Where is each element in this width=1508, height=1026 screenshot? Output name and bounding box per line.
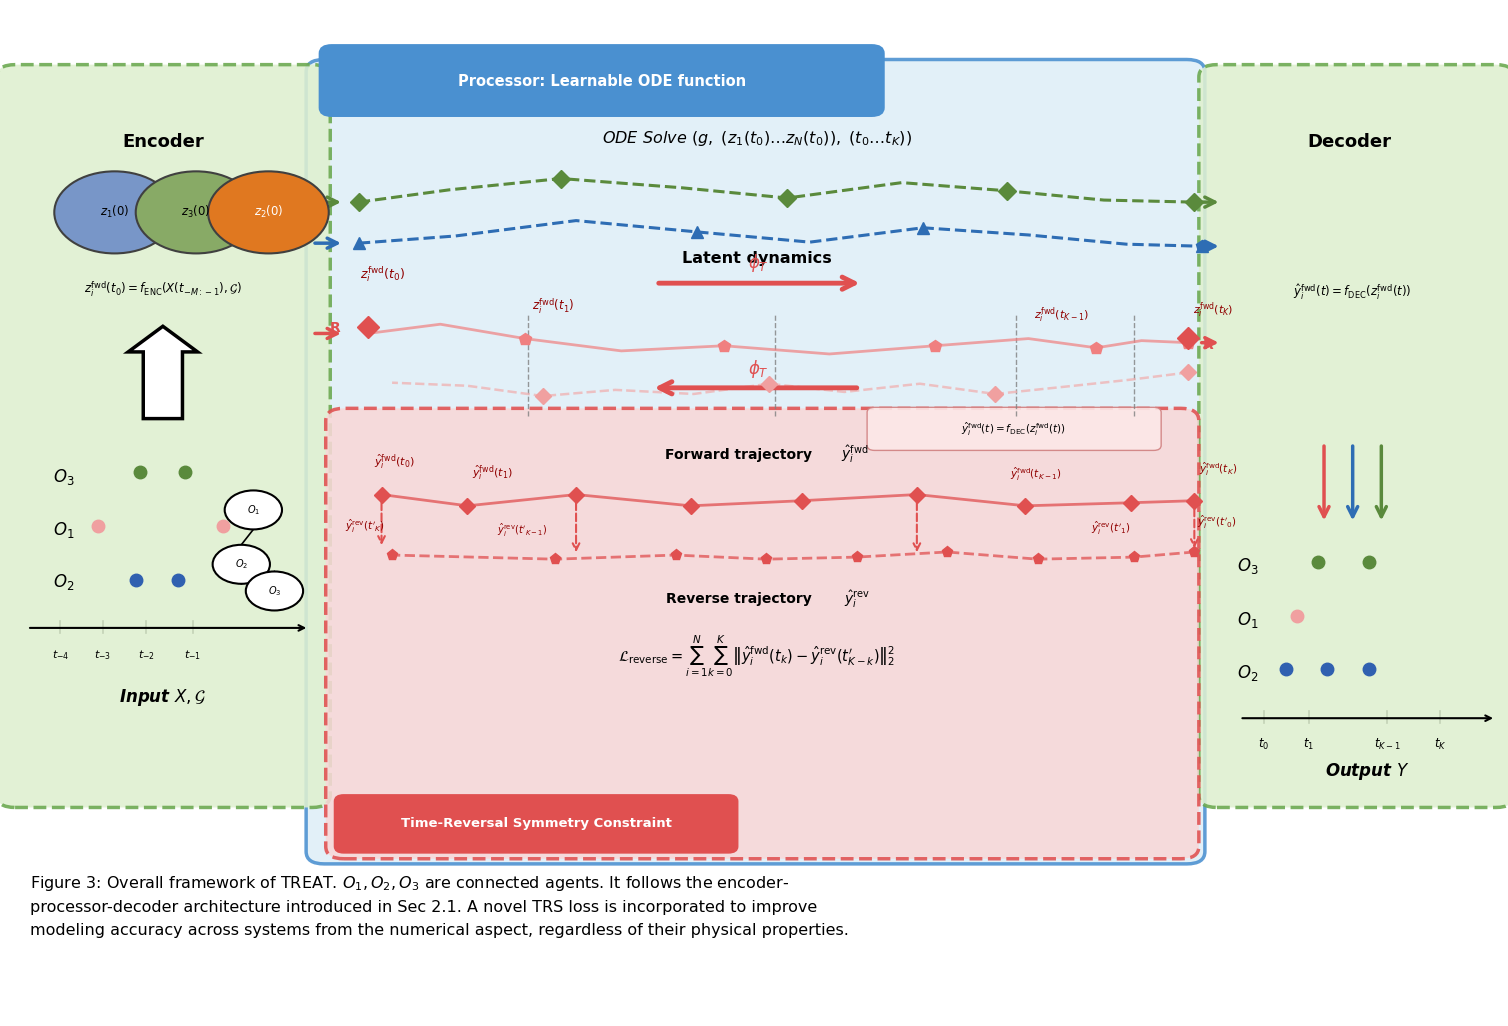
Text: $O_2$: $O_2$ — [235, 557, 247, 571]
Text: Figure 3: Overall framework of TREAT. $O_1, O_2, O_3$ are connected agents. It f: Figure 3: Overall framework of TREAT. $O… — [30, 874, 849, 938]
Circle shape — [225, 490, 282, 529]
Text: $\hat{y}_i^{\mathrm{fwd}}(t_0)$: $\hat{y}_i^{\mathrm{fwd}}(t_0)$ — [374, 452, 415, 472]
Text: $O_1$: $O_1$ — [1237, 609, 1258, 630]
Text: $O_3$: $O_3$ — [268, 584, 280, 598]
Text: $\hat{y}_i^{\mathrm{rev}}$: $\hat{y}_i^{\mathrm{rev}}$ — [844, 589, 870, 609]
Text: Output $Y$: Output $Y$ — [1326, 761, 1410, 782]
Text: $z_i^{\mathrm{fwd}}(t_1)$: $z_i^{\mathrm{fwd}}(t_1)$ — [532, 297, 575, 316]
Text: $z_3(0)$: $z_3(0)$ — [181, 204, 211, 221]
FancyBboxPatch shape — [320, 45, 884, 116]
Text: $\hat{y}_i^{\mathrm{fwd}}(t) = f_{\mathrm{DEC}}(z_i^{\mathrm{fwd}}(t))$: $\hat{y}_i^{\mathrm{fwd}}(t) = f_{\mathr… — [1294, 283, 1411, 302]
Text: Latent dynamics: Latent dynamics — [682, 251, 832, 266]
FancyBboxPatch shape — [1199, 65, 1508, 807]
Text: $z_i^{\mathrm{fwd}}(t_0)$: $z_i^{\mathrm{fwd}}(t_0)$ — [360, 265, 406, 284]
Text: $O_1$: $O_1$ — [53, 520, 74, 541]
Text: Processor: Learnable ODE function: Processor: Learnable ODE function — [457, 74, 746, 88]
Text: R: R — [1202, 338, 1214, 352]
Text: $\mathcal{L}_{\mathrm{reverse}} = \sum_{i=1}^{N} \sum_{k=0}^{K} \left\| \hat{y}_: $\mathcal{L}_{\mathrm{reverse}} = \sum_{… — [618, 634, 896, 679]
Circle shape — [246, 571, 303, 610]
Text: $\hat{y}_i^{\mathrm{rev}}(t'_{K-1})$: $\hat{y}_i^{\mathrm{rev}}(t'_{K-1})$ — [496, 521, 547, 539]
Text: $O_2$: $O_2$ — [1237, 663, 1258, 683]
Text: $t_K$: $t_K$ — [1434, 737, 1446, 752]
Text: $O_1$: $O_1$ — [247, 503, 259, 517]
Text: $\hat{y}_i^{\mathrm{fwd}}(t) = f_{\mathrm{DEC}}(z_i^{\mathrm{fwd}}(t))$: $\hat{y}_i^{\mathrm{fwd}}(t) = f_{\mathr… — [961, 421, 1066, 437]
Text: $t_{-3}$: $t_{-3}$ — [93, 648, 112, 662]
Text: $t_1$: $t_1$ — [1303, 737, 1315, 752]
FancyBboxPatch shape — [306, 60, 1205, 864]
Text: $\mathit{ODE\ Solve}\ (g,\ (z_1(t_0)\ldots z_N(t_0)),\ (t_0\ldots t_K))$: $\mathit{ODE\ Solve}\ (g,\ (z_1(t_0)\ldo… — [602, 129, 912, 148]
Text: $O_3$: $O_3$ — [1237, 556, 1258, 577]
Text: $O_2$: $O_2$ — [53, 571, 74, 592]
Text: $z_i^{\mathrm{fwd}}(t_0) = f_{\mathrm{ENC}}(X(t_{-M:-1}),\mathcal{G})$: $z_i^{\mathrm{fwd}}(t_0) = f_{\mathrm{EN… — [84, 280, 241, 299]
Text: Input $X, \mathcal{G}$: Input $X, \mathcal{G}$ — [119, 687, 207, 708]
Text: $\hat{y}_i^{\mathrm{rev}}(t'_K)$: $\hat{y}_i^{\mathrm{rev}}(t'_K)$ — [344, 517, 385, 535]
Text: $\hat{y}_i^{\mathrm{rev}}(t'_1)$: $\hat{y}_i^{\mathrm{rev}}(t'_1)$ — [1092, 519, 1131, 537]
Text: Forward trajectory: Forward trajectory — [665, 447, 813, 462]
FancyBboxPatch shape — [0, 65, 330, 807]
Text: $O_3$: $O_3$ — [53, 467, 74, 487]
Text: $\hat{y}_i^{\mathrm{fwd}}(t_{K-1})$: $\hat{y}_i^{\mathrm{fwd}}(t_{K-1})$ — [1010, 466, 1062, 483]
Text: Decoder: Decoder — [1307, 132, 1392, 151]
FancyBboxPatch shape — [335, 795, 737, 853]
Circle shape — [54, 171, 175, 253]
Text: $\hat{y}_i^{\mathrm{fwd}}$: $\hat{y}_i^{\mathrm{fwd}}$ — [841, 443, 869, 466]
Text: $z_1(0)$: $z_1(0)$ — [100, 204, 130, 221]
Text: $z_2(0)$: $z_2(0)$ — [253, 204, 284, 221]
FancyArrow shape — [128, 326, 198, 419]
Text: $z_i^{\mathrm{fwd}}(t_K)$: $z_i^{\mathrm{fwd}}(t_K)$ — [1193, 301, 1234, 320]
Circle shape — [213, 545, 270, 584]
FancyBboxPatch shape — [326, 408, 1199, 859]
Text: Reverse trajectory: Reverse trajectory — [667, 592, 811, 606]
FancyBboxPatch shape — [867, 407, 1161, 450]
Text: $z_i^{\mathrm{fwd}}(t_{K-1})$: $z_i^{\mathrm{fwd}}(t_{K-1})$ — [1034, 306, 1089, 325]
Text: Time-Reversal Symmetry Constraint: Time-Reversal Symmetry Constraint — [401, 818, 673, 830]
Text: Encoder: Encoder — [122, 132, 204, 151]
Text: $t_{K-1}$: $t_{K-1}$ — [1374, 737, 1401, 752]
Circle shape — [136, 171, 256, 253]
Text: $\hat{y}_i^{\mathrm{fwd}}(t_K)$: $\hat{y}_i^{\mathrm{fwd}}(t_K)$ — [1199, 461, 1237, 478]
Text: $\phi_T$: $\phi_T$ — [748, 252, 769, 274]
Text: $t_{-4}$: $t_{-4}$ — [51, 648, 69, 662]
Text: $t_{-2}$: $t_{-2}$ — [137, 648, 155, 662]
Text: R: R — [329, 321, 341, 336]
Circle shape — [208, 171, 329, 253]
Text: $t_0$: $t_0$ — [1258, 737, 1270, 752]
Text: $t_{-1}$: $t_{-1}$ — [184, 648, 202, 662]
Text: $\hat{y}_i^{\mathrm{rev}}(t'_0)$: $\hat{y}_i^{\mathrm{rev}}(t'_0)$ — [1197, 514, 1237, 531]
Text: $\hat{y}_i^{\mathrm{fwd}}(t_1)$: $\hat{y}_i^{\mathrm{fwd}}(t_1)$ — [472, 464, 513, 483]
Text: $\phi_T$: $\phi_T$ — [748, 358, 769, 380]
